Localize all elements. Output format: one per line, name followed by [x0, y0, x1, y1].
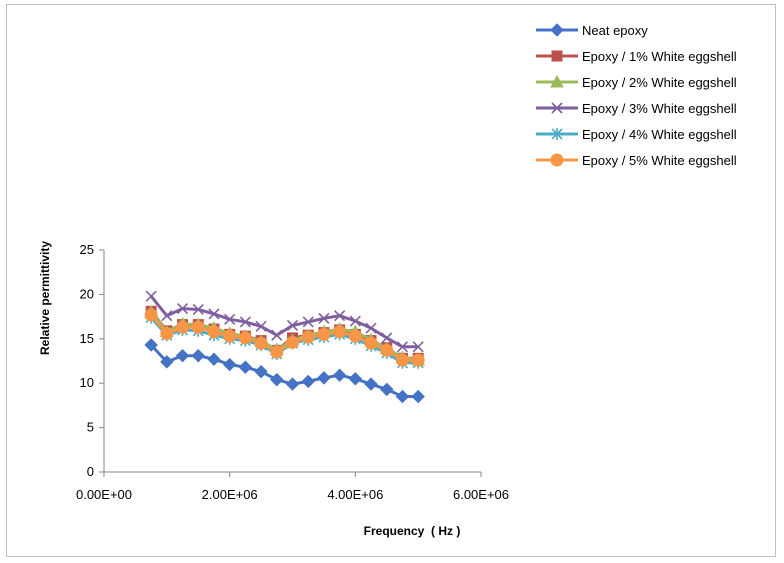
data-point	[364, 336, 378, 350]
data-point	[301, 330, 315, 344]
x-tick-labels: 0.00E+00 2.00E+06 4.00E+06 6.00E+06	[76, 487, 509, 502]
legend-entry: Epoxy / 5% White eggshell	[536, 153, 737, 168]
data-point	[286, 319, 299, 332]
series-line	[149, 313, 419, 362]
data-point	[411, 389, 425, 404]
y-tick-labels: 0 5 10 15 20 25	[80, 242, 94, 479]
legend-entry: Epoxy / 4% White eggshell	[536, 127, 737, 142]
series-6	[144, 308, 425, 367]
series-line	[149, 295, 419, 349]
data-point	[317, 327, 331, 341]
x-tick-label: 6.00E+06	[453, 487, 509, 502]
axes	[99, 249, 482, 477]
legend-label: Epoxy / 4% White eggshell	[582, 127, 737, 142]
data-point	[222, 357, 237, 372]
series-1	[144, 338, 425, 404]
y-tick-label: 15	[80, 331, 94, 346]
y-tick-label: 0	[87, 464, 94, 479]
legend-marker	[550, 74, 564, 88]
data-point	[191, 320, 205, 334]
series-4	[145, 290, 424, 353]
data-point	[207, 325, 221, 339]
data-point	[348, 329, 362, 343]
y-axis-title: Relative permittivity	[38, 241, 52, 355]
data-point	[176, 320, 190, 334]
data-point	[144, 338, 158, 352]
data-point	[192, 303, 204, 316]
series-line	[150, 343, 419, 398]
data-point	[365, 322, 377, 334]
data-point	[396, 341, 409, 353]
data-point	[381, 332, 393, 344]
data-point	[144, 308, 158, 322]
series-line	[149, 311, 419, 362]
data-point	[271, 329, 283, 341]
x-axis-title: Frequency ( Hz )	[364, 524, 461, 538]
legend-marker	[551, 102, 563, 114]
data-point	[395, 389, 410, 404]
data-point	[239, 316, 251, 328]
y-tick-label: 20	[80, 286, 94, 301]
data-point	[270, 345, 284, 359]
data-point	[161, 310, 173, 322]
data-point	[349, 315, 361, 327]
data-point	[318, 312, 330, 324]
data-point	[285, 377, 300, 391]
legend-entry: Neat epoxy	[536, 23, 648, 38]
legend-label: Epoxy / 3% White eggshell	[582, 101, 737, 116]
data-point	[254, 364, 268, 379]
legend-label: Epoxy / 2% White eggshell	[582, 75, 737, 90]
series-layer	[144, 290, 426, 404]
legend-entry: Epoxy / 2% White eggshell	[536, 74, 737, 90]
series-line	[149, 310, 419, 360]
legend-label: Epoxy / 1% White eggshell	[582, 49, 737, 64]
data-point	[317, 371, 331, 385]
data-point	[380, 343, 394, 357]
data-point	[176, 303, 189, 315]
legend-marker	[550, 23, 564, 37]
data-point	[160, 326, 174, 340]
data-point	[223, 329, 237, 343]
x-tick-label: 4.00E+06	[327, 487, 383, 502]
data-point	[238, 331, 252, 345]
data-point	[145, 290, 157, 302]
legend-marker	[551, 128, 563, 140]
y-tick-label: 25	[80, 242, 94, 257]
data-point	[208, 308, 220, 320]
data-point	[411, 353, 425, 367]
data-point	[255, 320, 267, 332]
data-point	[301, 374, 315, 389]
legend-marker	[551, 50, 563, 62]
data-point	[395, 353, 409, 367]
data-point	[302, 316, 314, 328]
y-tick-label: 5	[87, 420, 94, 435]
legend-marker	[550, 153, 564, 167]
data-point	[380, 382, 394, 397]
chart-frame	[6, 4, 776, 557]
data-point	[254, 336, 268, 350]
data-point	[333, 325, 347, 339]
legend: Neat epoxy Epoxy / 1% White eggshell Epoxy…	[536, 23, 737, 168]
legend-entry: Epoxy / 1% White eggshell	[536, 49, 737, 64]
x-tick-label: 0.00E+00	[76, 487, 132, 502]
x-tick-label: 2.00E+06	[202, 487, 258, 502]
legend-label: Neat epoxy	[582, 23, 648, 38]
data-point	[364, 377, 378, 391]
legend-label: Epoxy / 5% White eggshell	[582, 153, 737, 168]
data-point	[160, 355, 174, 369]
data-point	[175, 348, 190, 363]
data-point	[332, 368, 347, 382]
data-point	[238, 360, 253, 374]
data-point	[348, 372, 363, 386]
data-point	[334, 310, 346, 322]
data-point	[191, 348, 205, 363]
data-point	[270, 372, 284, 387]
data-point	[224, 313, 236, 325]
data-point	[207, 352, 221, 366]
data-point	[286, 335, 299, 349]
y-tick-label: 10	[80, 375, 94, 390]
legend-entry: Epoxy / 3% White eggshell	[536, 101, 737, 116]
data-point	[412, 341, 424, 353]
